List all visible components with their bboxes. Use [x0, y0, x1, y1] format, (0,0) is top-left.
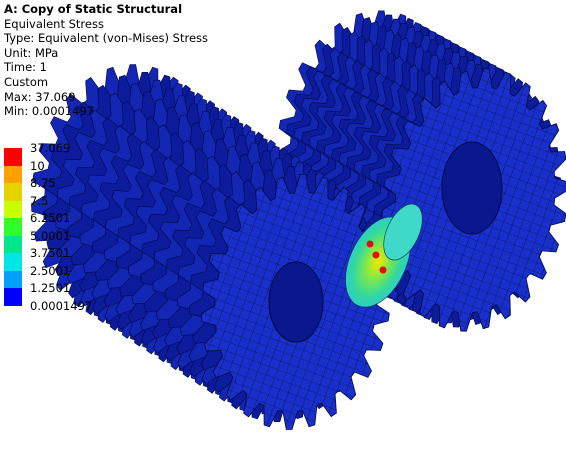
legend-swatch [4, 288, 22, 306]
header-line: Unit: MPa [4, 45, 59, 60]
legend-swatch [4, 235, 22, 253]
legend-swatch [4, 253, 22, 271]
legend-label: 6.2501 [30, 211, 71, 225]
legend-swatch [4, 148, 22, 166]
legend-swatch [4, 218, 22, 236]
legend-label: 3.7501 [30, 246, 71, 260]
stress-hotspot [366, 240, 374, 248]
header-line: Max: 37.069 [4, 89, 76, 104]
result-header: A: Copy of Static Structural Equivalent … [4, 2, 208, 119]
legend-label: 7.5 [30, 193, 49, 208]
legend-swatch [4, 165, 22, 183]
legend-label: 2.5001 [30, 263, 71, 278]
header-line: Time: 1 [4, 60, 47, 75]
header-lines: Equivalent Stress Type: Equivalent (von-M… [4, 17, 208, 119]
gear-hole [268, 261, 324, 343]
header-line: Min: 0.0001497 [4, 104, 95, 119]
legend-label: 5.0001 [30, 228, 71, 243]
legend-label: 0.0001497 [30, 298, 93, 313]
gear-hole [441, 141, 503, 235]
legend-swatch [4, 183, 22, 201]
header-title: A: Copy of Static Structural [4, 2, 183, 16]
legend-label: 8.75 [30, 176, 56, 190]
legend-label: 10 [30, 158, 45, 173]
legend-label: 1.2501 [30, 281, 71, 295]
stress-hotspot [372, 251, 380, 259]
gears [31, 10, 566, 430]
header-line: Equivalent Stress [4, 16, 104, 31]
header-line: Type: Equivalent (von-Mises) Stress [4, 31, 208, 46]
header-line: Custom [4, 74, 49, 89]
legend-swatch [4, 270, 22, 288]
stress-hotspot [379, 266, 387, 274]
legend-label: 37.069 [30, 141, 71, 155]
legend-swatch [4, 200, 22, 218]
contact-patch [383, 203, 423, 261]
